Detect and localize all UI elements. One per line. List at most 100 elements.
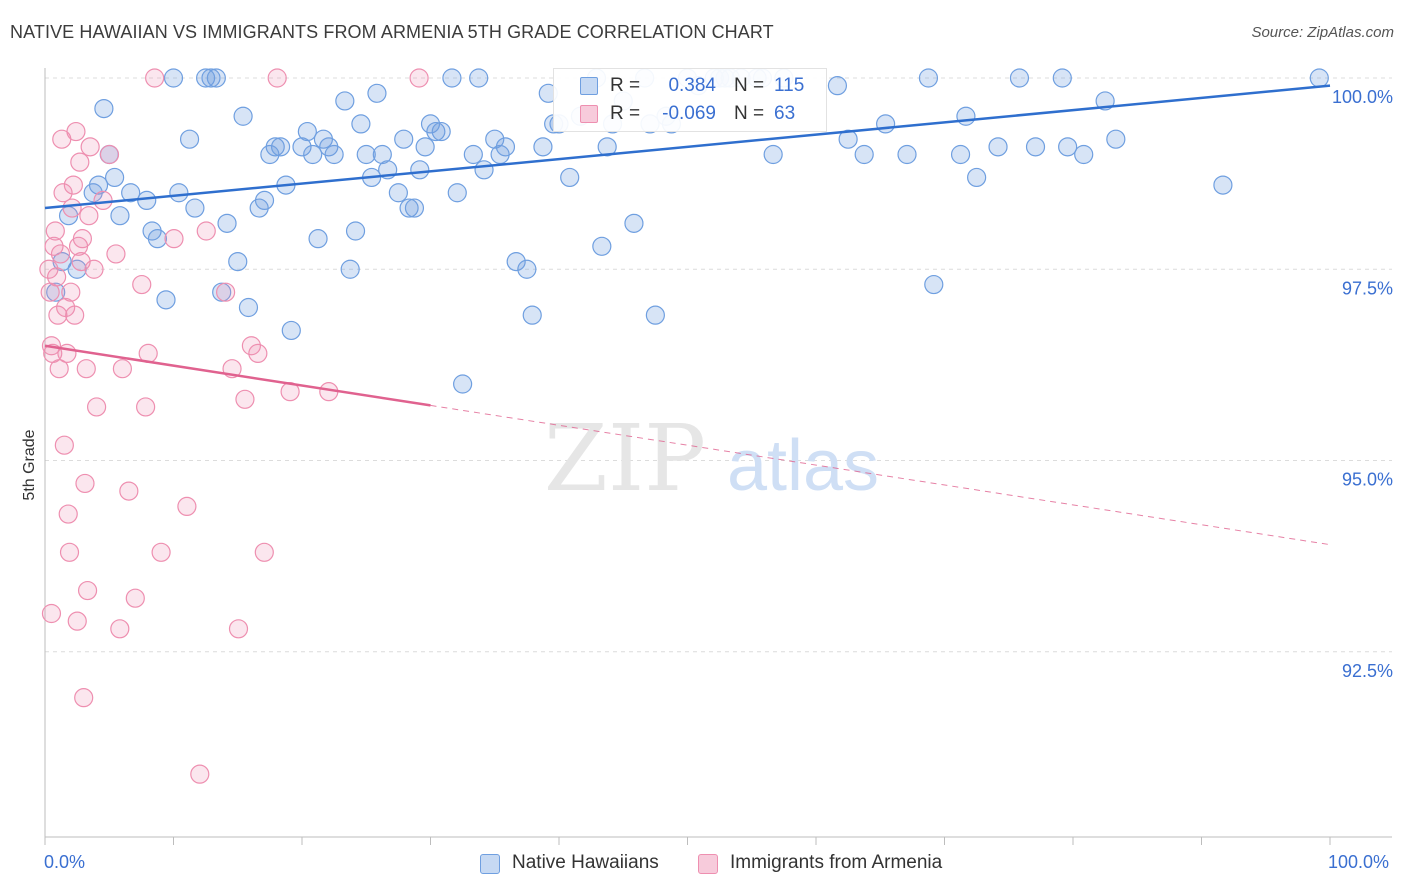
point-native-hawaiian — [105, 167, 125, 188]
point-native-hawaiian — [270, 137, 291, 157]
point-native-hawaiian — [179, 129, 200, 149]
y-tick-label: 97.5% — [1342, 278, 1393, 298]
legend-swatch-pink — [698, 854, 718, 874]
point-native-hawaiian — [351, 114, 371, 134]
point-native-hawaiian — [404, 198, 425, 218]
point-immigrant-armenia — [409, 68, 429, 88]
point-native-hawaiian — [206, 68, 226, 88]
point-immigrant-armenia — [196, 221, 216, 241]
point-immigrant-armenia — [48, 305, 68, 325]
point-native-hawaiian — [485, 129, 505, 149]
chart-title: NATIVE HAWAIIAN VS IMMIGRANTS FROM ARMEN… — [10, 22, 774, 42]
point-native-hawaiian — [924, 274, 944, 295]
point-native-hawaiian — [1009, 68, 1030, 88]
point-native-hawaiian — [281, 320, 301, 341]
point-immigrant-armenia — [241, 336, 261, 356]
point-native-hawaiian — [988, 137, 1008, 157]
point-immigrant-armenia — [70, 152, 90, 172]
point-native-hawaiian — [956, 106, 976, 126]
point-immigrant-armenia — [125, 588, 145, 608]
point-native-hawaiian — [292, 137, 312, 157]
point-native-hawaiian — [453, 374, 473, 394]
point-native-hawaiian — [163, 68, 184, 88]
point-native-hawaiian — [345, 221, 366, 241]
point-immigrant-armenia — [235, 389, 255, 409]
legend-n-label: N = — [734, 75, 765, 96]
point-native-hawaiian — [121, 183, 141, 203]
point-native-hawaiian — [297, 121, 317, 142]
source-label: Source: ZipAtlas.com — [1251, 24, 1394, 41]
point-native-hawaiian — [46, 282, 66, 302]
point-native-hawaiian — [335, 91, 355, 111]
legend-swatch-pink — [580, 105, 598, 123]
legend-label-native-hawaiians: Native Hawaiians — [512, 852, 659, 873]
legend-r-label: R = — [610, 75, 641, 96]
point-immigrant-armenia — [66, 121, 86, 142]
point-immigrant-armenia — [63, 175, 83, 195]
point-immigrant-armenia — [45, 221, 65, 241]
point-native-hawaiian — [169, 183, 189, 203]
point-immigrant-armenia — [39, 259, 59, 279]
y-tick-label: 95.0% — [1342, 470, 1393, 490]
point-immigrant-armenia — [190, 764, 210, 784]
point-native-hawaiian — [372, 144, 392, 165]
point-immigrant-armenia — [76, 359, 96, 379]
point-native-hawaiian — [1074, 144, 1094, 165]
point-immigrant-armenia — [267, 68, 287, 88]
x-tick-min: 0.0% — [44, 852, 86, 872]
point-native-hawaiian — [356, 144, 376, 165]
point-immigrant-armenia — [99, 144, 120, 165]
legend-n-label: N = — [734, 103, 765, 124]
point-native-hawaiian — [308, 229, 328, 249]
trend-line-native-hawaiians — [44, 84, 1331, 210]
point-native-hawaiian — [156, 290, 176, 310]
point-native-hawaiian — [1106, 129, 1126, 149]
point-immigrant-armenia — [58, 504, 78, 524]
point-native-hawaiian — [442, 68, 462, 88]
point-native-hawaiian — [324, 144, 344, 165]
point-native-hawaiian — [469, 68, 489, 88]
point-native-hawaiian — [185, 198, 205, 218]
point-immigrant-armenia — [53, 183, 73, 203]
legend-n-value: 63 — [774, 103, 796, 124]
point-native-hawaiian — [950, 144, 971, 165]
point-immigrant-armenia — [79, 206, 99, 226]
point-immigrant-armenia — [74, 688, 94, 708]
y-tick-label: 100.0% — [1332, 87, 1393, 107]
point-native-hawaiian — [645, 305, 665, 325]
point-native-hawaiian — [918, 68, 939, 88]
point-immigrant-armenia — [145, 68, 165, 88]
point-native-hawaiian — [517, 259, 537, 279]
legend-swatch-blue — [480, 854, 500, 874]
point-native-hawaiian — [1213, 175, 1233, 195]
point-immigrant-armenia — [112, 359, 133, 379]
point-native-hawaiian — [1052, 68, 1072, 88]
series-legend: Native Hawaiians Immigrants from Armenia — [0, 852, 1406, 878]
point-native-hawaiian — [1025, 137, 1046, 157]
point-immigrant-armenia — [44, 236, 64, 256]
point-immigrant-armenia — [254, 542, 274, 562]
point-native-hawaiian — [394, 129, 414, 149]
legend-r-label: R = — [610, 103, 641, 124]
point-native-hawaiian — [967, 167, 987, 188]
legend-row-immigrants-armenia: R = -0.069 N = 63 — [554, 101, 826, 127]
point-native-hawaiian — [1058, 137, 1078, 157]
legend-r-value: 0.384 — [668, 75, 716, 96]
point-native-hawaiian — [431, 121, 451, 142]
legend-label-immigrants-armenia: Immigrants from Armenia — [730, 852, 943, 873]
point-native-hawaiian — [474, 160, 494, 180]
point-native-hawaiian — [426, 121, 446, 142]
grid-lines — [45, 77, 1392, 653]
point-native-hawaiian — [340, 259, 360, 279]
point-immigrant-armenia — [132, 274, 152, 295]
point-native-hawaiian — [560, 167, 580, 188]
point-immigrant-armenia — [49, 359, 69, 379]
point-immigrant-armenia — [84, 259, 104, 279]
point-immigrant-armenia — [136, 397, 156, 417]
point-native-hawaiian — [415, 137, 435, 157]
point-native-hawaiian — [303, 144, 323, 165]
point-native-hawaiian — [876, 114, 896, 134]
point-native-hawaiian — [367, 83, 387, 103]
point-immigrant-armenia — [72, 229, 93, 249]
